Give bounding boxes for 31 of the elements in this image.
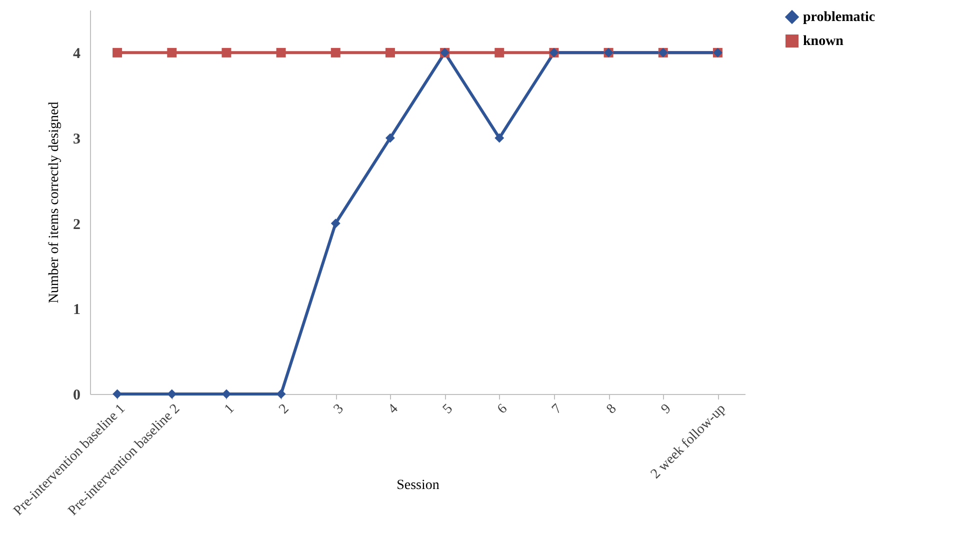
x-axis-title: Session	[396, 478, 440, 494]
x-tick-label: 9	[658, 402, 674, 418]
y-tick-label: 1	[73, 302, 80, 318]
y-axis-title: Number of items correctly designed	[47, 102, 62, 304]
x-tick-label: 7	[550, 402, 566, 418]
point	[330, 218, 340, 228]
x-tick-label: 5	[440, 402, 456, 418]
x-tick-label: 3	[331, 402, 347, 418]
x-tick-label: 6	[494, 402, 510, 418]
y-tick-label: 2	[73, 216, 80, 233]
y-tick-label: 0	[73, 388, 80, 404]
legend-label: known	[803, 34, 844, 49]
point	[330, 48, 340, 58]
point	[494, 48, 504, 58]
point	[167, 389, 177, 399]
legend-label: problematic	[803, 10, 876, 25]
y-tick-label: 4	[73, 46, 81, 62]
point	[112, 48, 122, 58]
point	[222, 389, 232, 399]
y-tick-label: 3	[73, 132, 80, 148]
point	[494, 133, 504, 143]
point	[222, 48, 232, 58]
point	[167, 48, 177, 58]
point	[385, 48, 395, 58]
point	[276, 48, 286, 58]
x-tick-label: 2	[276, 402, 292, 418]
x-tick-label: 4	[386, 402, 402, 418]
x-tick-label: 8	[604, 402, 620, 418]
point	[385, 133, 395, 143]
point	[276, 389, 286, 399]
x-tick-label: 1	[222, 402, 238, 418]
